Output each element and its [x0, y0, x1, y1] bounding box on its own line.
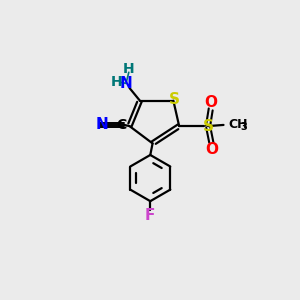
Text: S: S — [169, 92, 180, 107]
Text: C: C — [116, 118, 127, 132]
Text: O: O — [204, 95, 217, 110]
Text: S: S — [202, 118, 214, 134]
Text: 3: 3 — [240, 122, 247, 132]
Text: O: O — [205, 142, 218, 158]
Text: CH: CH — [229, 118, 248, 131]
Text: H: H — [123, 62, 135, 76]
Text: H: H — [110, 75, 122, 89]
Text: N: N — [120, 76, 132, 91]
Text: F: F — [145, 208, 155, 223]
Text: N: N — [95, 117, 108, 132]
